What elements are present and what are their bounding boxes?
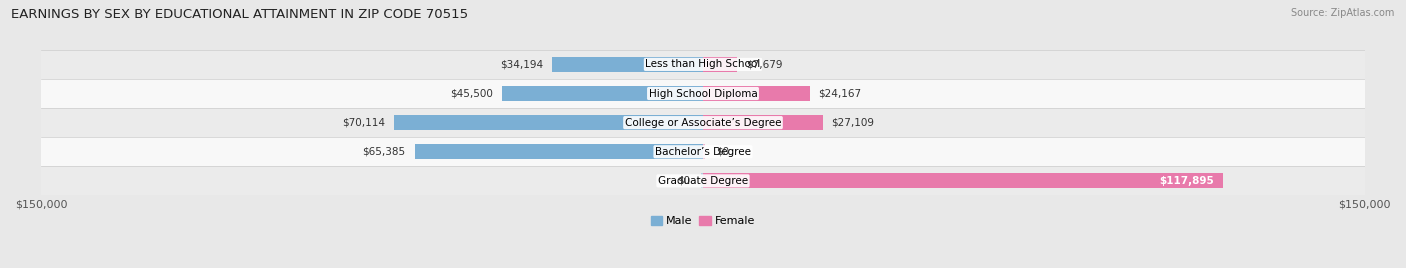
Text: $7,679: $7,679 [745,59,782,69]
Bar [553,57,703,72]
Bar [703,173,1223,188]
Text: High School Diploma: High School Diploma [648,88,758,99]
Legend: Male, Female: Male, Female [647,211,759,231]
Bar [41,166,1365,195]
Bar [502,86,703,101]
Bar [394,115,703,130]
Text: Graduate Degree: Graduate Degree [658,176,748,186]
Bar [415,144,703,159]
Bar [41,108,1365,137]
Text: $27,109: $27,109 [831,118,875,128]
Bar [703,144,706,159]
Text: $45,500: $45,500 [450,88,494,99]
Text: Bachelor’s Degree: Bachelor’s Degree [655,147,751,157]
Bar [41,79,1365,108]
Bar [41,50,1365,79]
Text: EARNINGS BY SEX BY EDUCATIONAL ATTAINMENT IN ZIP CODE 70515: EARNINGS BY SEX BY EDUCATIONAL ATTAINMEN… [11,8,468,21]
Text: $0: $0 [676,176,690,186]
Text: $117,895: $117,895 [1160,176,1215,186]
Text: $34,194: $34,194 [501,59,543,69]
Text: $70,114: $70,114 [342,118,385,128]
Bar [703,86,810,101]
Text: $0: $0 [716,147,730,157]
Bar [41,137,1365,166]
Bar [700,173,703,188]
Text: $24,167: $24,167 [818,88,862,99]
Text: $65,385: $65,385 [363,147,406,157]
Text: Less than High School: Less than High School [645,59,761,69]
Bar [703,115,823,130]
Text: Source: ZipAtlas.com: Source: ZipAtlas.com [1291,8,1395,18]
Bar [703,57,737,72]
Text: College or Associate’s Degree: College or Associate’s Degree [624,118,782,128]
